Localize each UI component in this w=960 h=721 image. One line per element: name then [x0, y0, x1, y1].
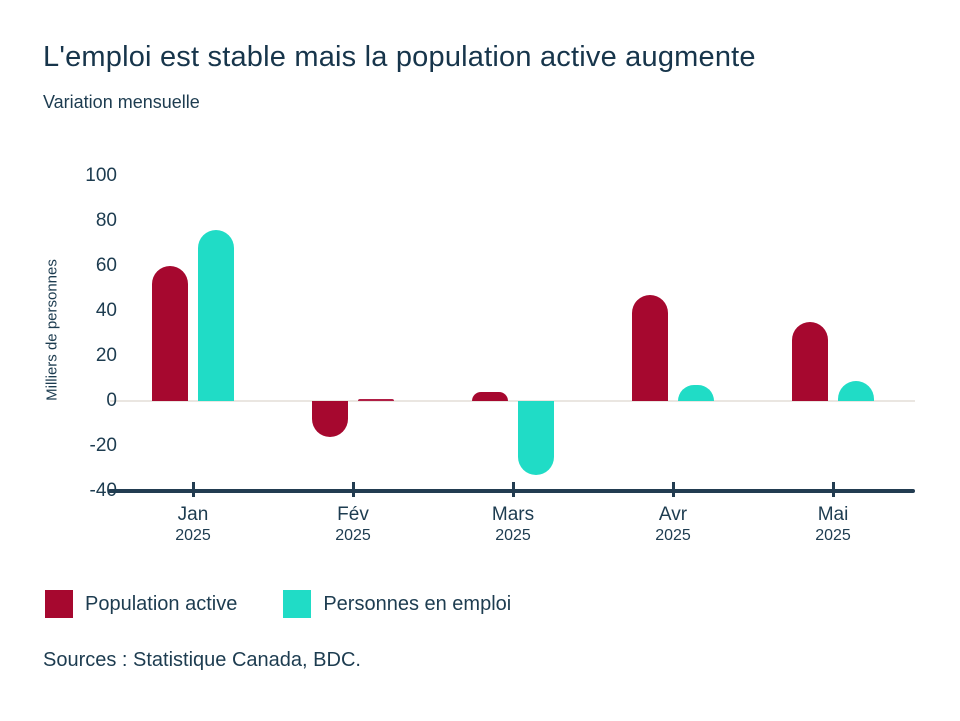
- bar-personnes-en-emploi-3: [678, 385, 714, 401]
- legend-item-personnes-en-emploi: Personnes en emploi: [283, 590, 511, 618]
- x-axis-label-month: Fév: [337, 504, 369, 525]
- chart-legend: Population active Personnes en emploi: [45, 590, 511, 618]
- x-axis-label: Avr 2025: [613, 504, 733, 545]
- x-axis-label-year: 2025: [815, 527, 851, 544]
- bar-population-active-1: [312, 401, 348, 437]
- bar-population-active-2: [472, 392, 508, 401]
- x-axis-label-month: Mai: [817, 504, 849, 525]
- bar-personnes-en-emploi-2: [518, 401, 554, 476]
- x-axis-label-year: 2025: [175, 527, 211, 544]
- y-axis-tick-label: 80: [95, 210, 117, 231]
- x-axis-label-month: Mars: [491, 504, 535, 525]
- x-axis-label-year: 2025: [335, 527, 371, 544]
- y-axis-title: Milliers de personnes: [43, 259, 61, 401]
- legend-swatch-personnes-en-emploi: [283, 590, 312, 618]
- y-axis-tick-label: 0: [106, 390, 117, 411]
- y-axis-tick-label: 60: [95, 255, 117, 276]
- bar-population-active-0: [152, 266, 188, 401]
- bar-personnes-en-emploi-4: [838, 380, 874, 401]
- bar-personnes-en-emploi-1: [358, 398, 394, 401]
- y-axis-tick-label: 100: [85, 165, 117, 186]
- x-axis-tick: [831, 482, 835, 497]
- legend-item-population-active: Population active: [45, 590, 237, 618]
- x-axis-label: Fév 2025: [293, 504, 413, 545]
- zero-gridline: [110, 400, 915, 402]
- x-axis-label: Jan 2025: [133, 504, 253, 545]
- y-axis-tick-label: 20: [95, 345, 117, 366]
- x-axis-tick: [351, 482, 355, 497]
- x-axis-tick: [671, 482, 675, 497]
- x-axis-label-year: 2025: [655, 527, 691, 544]
- y-axis-tick-label: 40: [95, 300, 117, 321]
- x-axis-label-year: 2025: [495, 527, 531, 544]
- y-axis-tick-label: -20: [89, 435, 117, 456]
- chart-title: L'emploi est stable mais la population a…: [43, 41, 756, 73]
- legend-label-population-active: Population active: [85, 592, 238, 615]
- legend-swatch-population-active: [45, 590, 73, 618]
- x-axis-label: Mars 2025: [453, 504, 573, 545]
- y-axis-tick-label: -40: [89, 480, 117, 501]
- bar-population-active-3: [632, 295, 668, 401]
- chart-subtitle: Variation mensuelle: [43, 92, 200, 112]
- x-axis-tick: [191, 482, 195, 497]
- sources-note: Sources : Statistique Canada, BDC.: [43, 649, 361, 671]
- x-axis-label: Mai 2025: [773, 504, 893, 545]
- bar-personnes-en-emploi-0: [198, 230, 234, 401]
- x-axis-label-month: Jan: [177, 504, 209, 525]
- x-axis-tick: [511, 482, 515, 497]
- legend-label-personnes-en-emploi: Personnes en emploi: [323, 592, 512, 615]
- bar-population-active-4: [792, 322, 828, 401]
- x-axis-label-month: Avr: [658, 504, 688, 525]
